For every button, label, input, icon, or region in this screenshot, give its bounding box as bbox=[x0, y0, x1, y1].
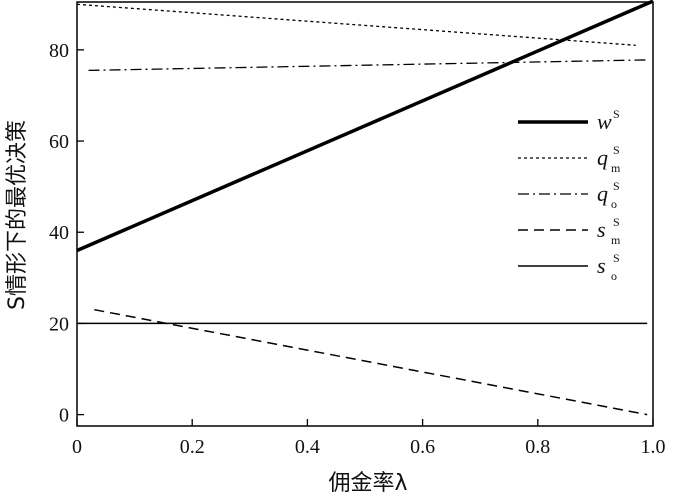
legend-sup-3: S bbox=[613, 215, 620, 229]
y-tick-label-1: 20 bbox=[49, 313, 69, 335]
legend-sub-2: o bbox=[611, 197, 617, 211]
legend: w Sq Smq Sos Sms So bbox=[518, 107, 621, 283]
legend-sub-3: m bbox=[611, 233, 621, 247]
x-tick-label-5: 1.0 bbox=[641, 436, 666, 458]
plot-frame bbox=[76, 1, 654, 427]
y-tick-label-2: 40 bbox=[49, 222, 69, 244]
legend-sub-1: m bbox=[611, 161, 621, 175]
legend-sup-0: S bbox=[613, 107, 620, 121]
x-axis-title: 佣金率λ bbox=[328, 471, 407, 496]
series-line-3 bbox=[94, 308, 648, 416]
legend-sub-4: o bbox=[611, 269, 617, 283]
legend-label-1: q bbox=[597, 145, 608, 170]
ticks-layer: 0 0.2 0.4 0.6 0.8 1.0 0 20 40 60 80 bbox=[49, 40, 666, 458]
series-line-1 bbox=[76, 3, 636, 46]
legend-sup-2: S bbox=[613, 179, 620, 193]
legend-sup-4: S bbox=[613, 251, 620, 265]
legend-sup-1: S bbox=[613, 143, 620, 157]
x-tick-label-4: 0.8 bbox=[525, 436, 550, 458]
y-tick-label-4: 80 bbox=[49, 40, 69, 62]
series-line-2 bbox=[88, 59, 648, 72]
y-tick-label-0: 0 bbox=[59, 405, 69, 427]
y-tick-label-3: 60 bbox=[49, 131, 69, 153]
x-tick-label-2: 0.4 bbox=[295, 436, 320, 458]
legend-label-2: q bbox=[597, 181, 608, 206]
legend-label-3: s bbox=[597, 217, 606, 242]
x-tick-label-1: 0.2 bbox=[180, 436, 205, 458]
legend-label-4: s bbox=[597, 253, 606, 278]
series-line-0 bbox=[76, 0, 654, 253]
y-axis-title: S情形下的最优决策 bbox=[5, 120, 30, 310]
series-layer bbox=[76, 0, 654, 416]
x-tick-label-0: 0 bbox=[72, 436, 82, 458]
x-tick-label-3: 0.6 bbox=[410, 436, 435, 458]
legend-label-0: w bbox=[597, 109, 612, 134]
